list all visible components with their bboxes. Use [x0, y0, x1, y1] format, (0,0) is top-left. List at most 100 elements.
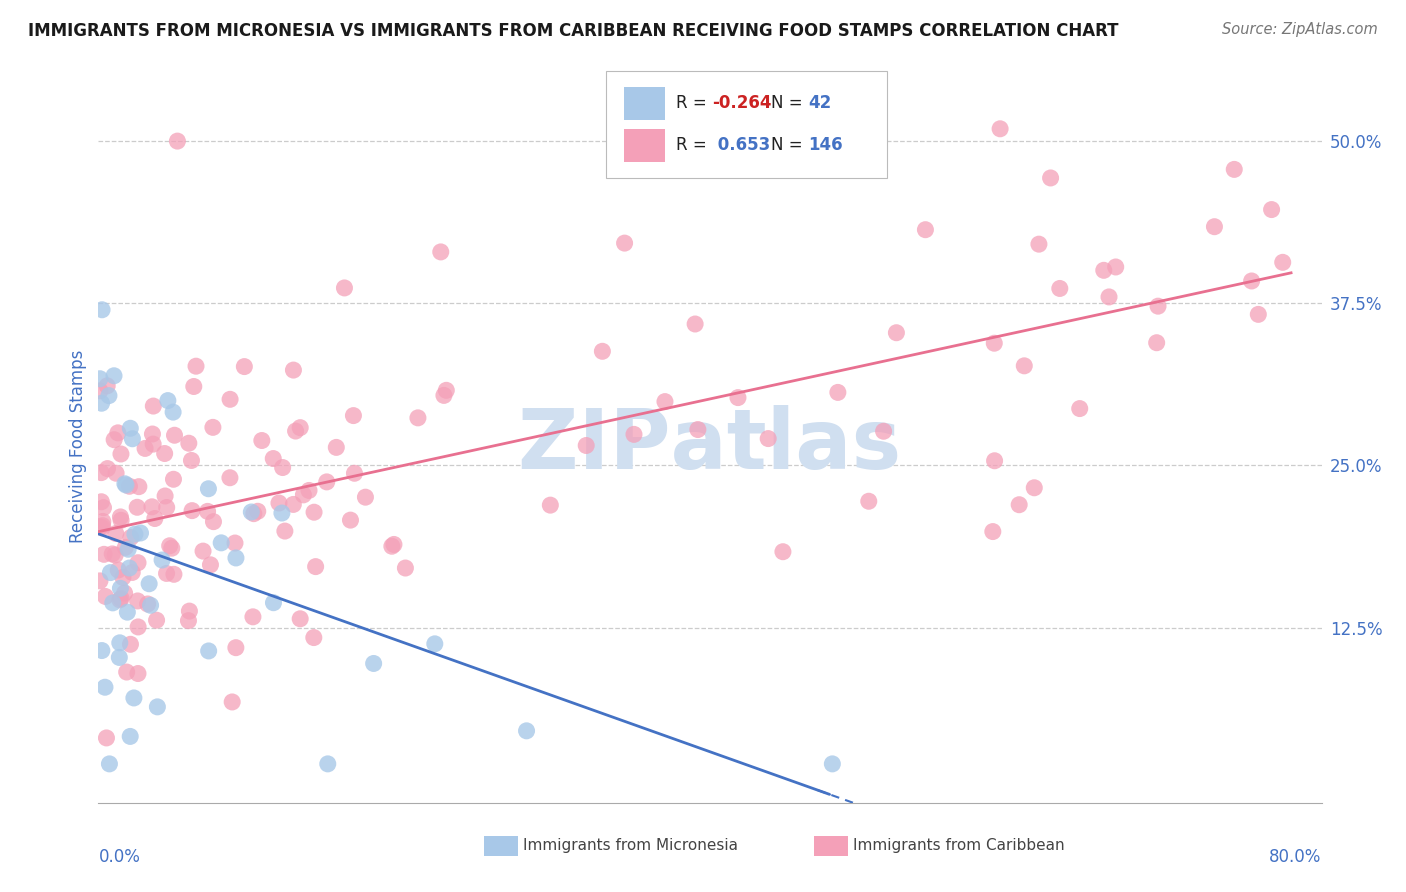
Point [756, 432, 779, 446]
Point [114, 586, 136, 600]
Point [983, 454, 1005, 468]
Point [101, 596, 124, 610]
Point [107, 563, 129, 577]
Point [1147, 299, 1170, 313]
Point [110, 447, 132, 461]
Point [381, 539, 404, 553]
Text: 0.653: 0.653 [713, 136, 770, 153]
Point [406, 410, 429, 425]
Point [166, 134, 188, 148]
Point [91, 515, 114, 529]
Point [274, 524, 297, 538]
Point [538, 498, 561, 512]
Point [156, 500, 179, 515]
Point [89, 384, 111, 398]
Point [1223, 162, 1246, 177]
Point [180, 453, 202, 467]
Point [202, 515, 225, 529]
Point [107, 425, 129, 440]
Point [141, 427, 163, 442]
Point [316, 756, 339, 771]
Point [124, 527, 146, 541]
Point [1008, 498, 1031, 512]
Bar [624, 128, 665, 161]
Point [240, 505, 263, 519]
Point [114, 541, 136, 555]
Point [283, 498, 305, 512]
Point [1204, 219, 1226, 234]
Point [1069, 401, 1091, 416]
Text: 146: 146 [808, 136, 842, 153]
Text: 0.0%: 0.0% [98, 848, 141, 866]
Point [623, 427, 645, 442]
Point [91, 521, 114, 535]
Point [343, 467, 366, 481]
Point [153, 446, 176, 460]
Point [160, 541, 183, 556]
Point [104, 526, 127, 541]
Point [163, 428, 186, 442]
Point [150, 553, 173, 567]
Point [914, 223, 936, 237]
Point [271, 460, 294, 475]
Point [153, 489, 176, 503]
Point [1092, 263, 1115, 277]
Point [429, 244, 451, 259]
Point [136, 597, 159, 611]
Point [111, 570, 134, 584]
Point [290, 420, 312, 434]
Point [98, 756, 121, 771]
Point [339, 513, 361, 527]
Point [93, 500, 115, 515]
Point [134, 442, 156, 456]
Point [89, 520, 111, 534]
Text: 80.0%: 80.0% [1270, 848, 1322, 866]
Bar [484, 837, 517, 856]
Point [284, 424, 307, 438]
Point [197, 482, 219, 496]
Point [591, 344, 613, 359]
Point [686, 423, 709, 437]
Point [683, 317, 706, 331]
Point [96, 731, 118, 745]
Point [1028, 237, 1050, 252]
Point [191, 544, 214, 558]
Point [94, 680, 117, 694]
Point [162, 472, 184, 486]
Point [93, 547, 115, 561]
Point [138, 576, 160, 591]
Point [155, 566, 177, 581]
Point [886, 326, 908, 340]
Point [159, 539, 181, 553]
Point [315, 475, 337, 489]
Point [127, 666, 149, 681]
Point [342, 409, 364, 423]
Point [146, 699, 169, 714]
Point [1024, 481, 1046, 495]
Point [110, 510, 132, 524]
Point [263, 596, 285, 610]
Point [90, 396, 112, 410]
Point [115, 478, 138, 492]
Text: ZIP​atlas: ZIP​atlas [519, 406, 901, 486]
Point [292, 488, 315, 502]
Point [105, 467, 128, 481]
Point [250, 434, 273, 448]
Point [1098, 290, 1121, 304]
Point [267, 496, 290, 510]
Point [90, 466, 112, 480]
Point [141, 500, 163, 514]
Point [283, 363, 305, 377]
Bar [814, 837, 848, 856]
Point [114, 476, 136, 491]
Point [120, 421, 142, 435]
Point [270, 506, 292, 520]
Point [120, 730, 142, 744]
Point [1271, 255, 1294, 269]
Point [727, 391, 749, 405]
Point [575, 438, 598, 452]
Point [1039, 171, 1062, 186]
Point [197, 504, 219, 518]
Point [120, 531, 142, 545]
Point [243, 507, 266, 521]
